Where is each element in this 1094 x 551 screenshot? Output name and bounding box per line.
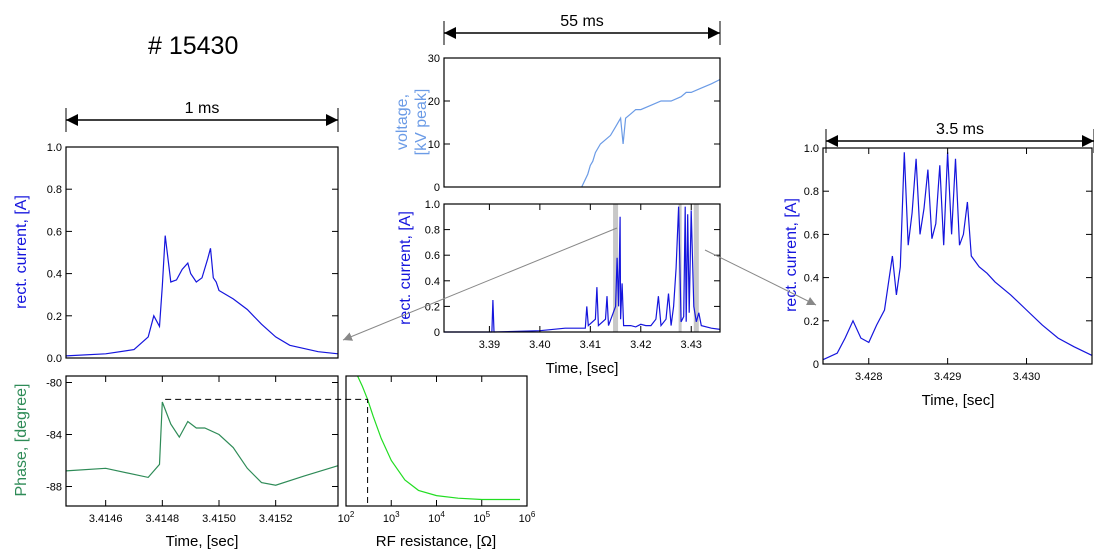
x-tick-label: 102 — [338, 510, 355, 525]
x-axis-label: Time, [sec] — [166, 533, 239, 550]
x-axis-label: RF resistance, [Ω] — [376, 533, 496, 550]
x-tick-label: 3.4146 — [89, 513, 123, 525]
phase-resistance-reference-line — [165, 398, 369, 506]
highlight-window — [693, 204, 699, 332]
plot-frame-phase — [65, 375, 339, 507]
y-tick-label: 0 — [434, 182, 440, 194]
y-tick-label: 0.2 — [425, 301, 440, 313]
zoom-connector-left — [342, 227, 618, 341]
y-axis-label: voltage, [kV peak] — [394, 89, 430, 156]
x-tick-label: 3.430 — [1013, 371, 1041, 383]
x-tick-label: 3.43 — [681, 339, 702, 351]
y-axis-label: rect. current, [A] — [783, 198, 800, 312]
y-tick-label: 0.4 — [425, 276, 440, 288]
x-tick-label: 3.428 — [855, 371, 883, 383]
plot-frame-voltage — [443, 57, 721, 188]
x-tick-label: 103 — [383, 510, 400, 525]
plot-frame-rf_resistance — [345, 375, 528, 507]
x-tick-label: 3.40 — [529, 339, 550, 351]
x-tick-label: 3.4152 — [259, 513, 293, 525]
time-span-label: 55 ms — [560, 13, 604, 30]
y-tick-label: 1.0 — [425, 199, 440, 211]
y-tick-label: 0.6 — [47, 226, 62, 238]
shot-number-title: # 15430 — [148, 32, 239, 60]
y-axis-label: Phase, [degree] — [13, 384, 30, 497]
y-tick-label: 0 — [813, 359, 819, 371]
series-line-voltage — [581, 78, 721, 188]
y-tick-label: 1.0 — [804, 143, 819, 155]
y-tick-label: 1.0 — [47, 142, 62, 154]
y-axis-label: rect. current, [A] — [13, 195, 30, 309]
y-tick-label: -80 — [46, 378, 62, 390]
time-span-label: 3.5 ms — [936, 121, 984, 138]
y-axis-label: rect. current, [A] — [397, 211, 414, 325]
x-axis-label: Time, [sec] — [922, 392, 995, 409]
y-tick-label: 0.4 — [804, 273, 819, 285]
plot-frame-current_zoom_1ms — [65, 146, 339, 359]
series-line-rf_resistance — [357, 375, 520, 501]
y-tick-label: 0 — [434, 327, 440, 339]
series-line-current_55ms — [444, 206, 721, 333]
y-tick-label: 0.6 — [804, 229, 819, 241]
x-tick-label: 3.4148 — [146, 513, 180, 525]
x-tick-label: 3.41 — [580, 339, 601, 351]
y-tick-label: 0.4 — [47, 269, 62, 281]
y-tick-label: 0.6 — [425, 250, 440, 262]
y-tick-label: 0.8 — [804, 186, 819, 198]
y-tick-label: 0.8 — [47, 184, 62, 196]
series-line-current_zoom_1ms — [65, 235, 339, 357]
plot-frame-current_zoom_3_5ms — [822, 147, 1093, 365]
y-tick-label: 0.2 — [47, 311, 62, 323]
x-tick-label: 3.429 — [934, 371, 962, 383]
series-line-current_zoom_3_5ms — [822, 152, 1093, 361]
y-tick-label: 10 — [428, 139, 440, 151]
y-tick-label: 0.2 — [804, 316, 819, 328]
x-tick-label: 3.39 — [479, 339, 500, 351]
highlight-window — [613, 204, 619, 332]
x-tick-label: 105 — [473, 510, 490, 525]
x-tick-label: 104 — [428, 510, 445, 525]
series-line-phase — [65, 401, 339, 486]
x-tick-label: 3.4150 — [202, 513, 236, 525]
time-span-label: 1 ms — [185, 100, 220, 117]
y-tick-label: -84 — [46, 430, 62, 442]
x-tick-label: 106 — [519, 510, 536, 525]
y-tick-label: -88 — [46, 482, 62, 494]
y-tick-label: 0.0 — [47, 353, 62, 365]
y-tick-label: 30 — [428, 53, 440, 65]
y-tick-label: 0.8 — [425, 225, 440, 237]
y-tick-label: 20 — [428, 96, 440, 108]
x-axis-label: Time, [sec] — [546, 360, 619, 377]
x-tick-label: 3.42 — [630, 339, 651, 351]
plot-frame-current_55ms — [443, 203, 721, 333]
zoom-connector-right — [704, 249, 817, 306]
